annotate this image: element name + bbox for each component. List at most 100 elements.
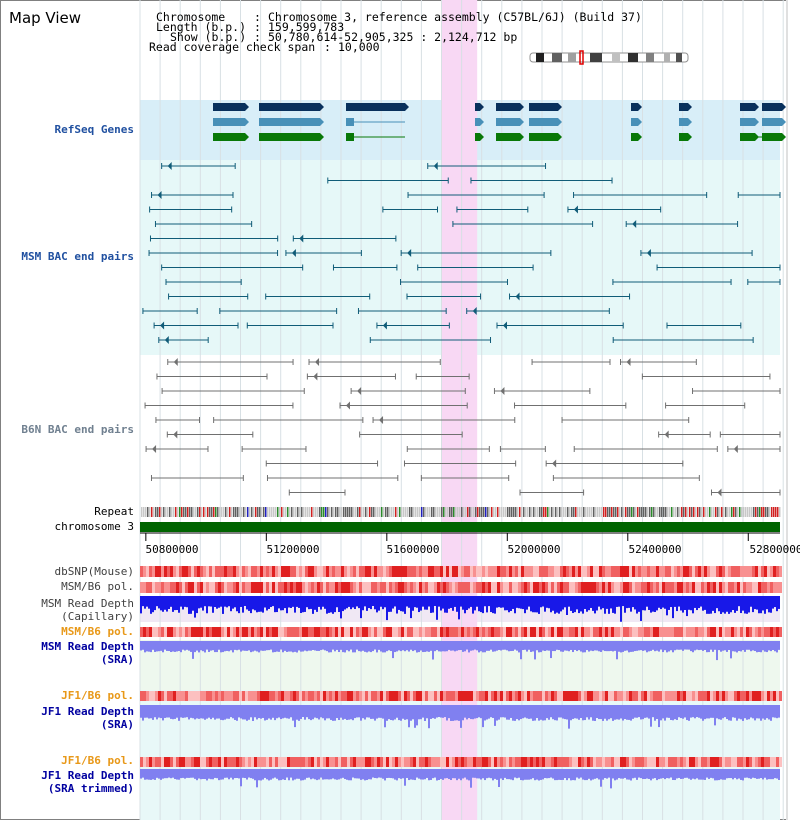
refseq-strand-arrow <box>520 103 524 111</box>
msm-sra-depth-bar <box>744 641 746 652</box>
msm-sra-depth-bar <box>630 641 632 652</box>
repeat-element <box>297 507 299 517</box>
msm-read-depth-capillary-label: MSM Read Depth <box>41 597 134 610</box>
axis-tick-label: 52000000 <box>507 543 561 556</box>
jf1-trimmed-depth-bar <box>330 769 332 780</box>
jf1-b6-pol-trimmed-density <box>377 757 380 767</box>
msm-b6-pol-sra-density <box>497 627 500 637</box>
msm-b6-pol-density <box>188 582 191 593</box>
msm-capillary-depth-bar <box>402 596 404 612</box>
msm-capillary-depth-bar <box>586 596 588 612</box>
jf1-b6-pol-trimmed-density <box>206 757 209 767</box>
dbsnp-density <box>269 566 272 577</box>
jf1-sra-depth-bar <box>394 705 396 720</box>
jf1-trimmed-depth-bar <box>456 769 458 781</box>
msm-b6-pol-density <box>149 582 152 593</box>
jf1-b6-pol-trimmed-density <box>221 757 224 767</box>
dbsnp-density <box>650 566 653 577</box>
jf1-b6-pol-trimmed-density <box>266 757 269 767</box>
jf1-b6-pol-trimmed-density <box>608 757 611 767</box>
jf1-trimmed-depth-bar <box>426 769 428 778</box>
msm-sra-depth-bar <box>432 641 434 660</box>
dbsnp-density <box>164 566 167 577</box>
msm-b6-pol-sra-density <box>593 627 596 637</box>
jf1-b6-pol-trimmed-density <box>356 757 359 767</box>
msm-sra-depth-bar <box>268 641 270 651</box>
jf1-b6-pol-sra-density <box>224 691 227 701</box>
jf1-trimmed-depth-bar <box>450 769 452 781</box>
msm-b6-pol-density <box>740 582 743 593</box>
dbsnp-density <box>713 566 716 577</box>
jf1-b6-pol-sra-density <box>605 691 608 701</box>
msm-capillary-depth-bar <box>334 596 336 613</box>
jf1-sra-depth-bar <box>414 705 416 728</box>
dbsnp-density <box>299 566 302 577</box>
repeat-element <box>317 507 319 517</box>
jf1-b6-pol-sra-density <box>158 691 161 701</box>
dbsnp-density <box>776 566 779 577</box>
msm-sra-depth-bar <box>700 641 702 650</box>
jf1-sra-depth-bar <box>470 705 472 720</box>
jf1-b6-pol-sra-density <box>524 691 527 701</box>
jf1-trimmed-depth-bar <box>490 769 492 779</box>
msm-capillary-depth-bar <box>388 596 390 612</box>
jf1-trimmed-depth-bar <box>274 769 276 778</box>
msm-capillary-depth-bar <box>746 596 748 614</box>
jf1-b6-pol-trimmed-density <box>620 757 623 767</box>
dbsnp-density <box>497 566 500 577</box>
jf1-sra-depth-bar <box>412 705 414 720</box>
dbsnp-density <box>668 566 671 577</box>
ideogram-band <box>590 53 602 62</box>
jf1-trimmed-depth-bar <box>732 769 734 780</box>
jf1-b6-pol-trimmed-label: JF1/B6 pol. <box>61 754 134 767</box>
repeat-element <box>761 507 763 517</box>
jf1-trimmed-depth-bar <box>582 769 584 780</box>
jf1-b6-pol-sra-density <box>764 691 767 701</box>
msm-sra-depth-bar <box>720 641 722 652</box>
jf1-sra-depth-bar <box>340 705 342 718</box>
coverage-colon: : <box>324 40 338 54</box>
msm-capillary-depth-bar <box>222 596 224 614</box>
msm-sra-depth-bar <box>290 641 292 652</box>
jf1-sra-depth-bar <box>730 705 732 721</box>
jf1-sra-depth-bar <box>244 705 246 720</box>
msm-capillary-depth-bar <box>692 596 694 614</box>
repeat-element <box>223 507 225 517</box>
repeat-element <box>187 507 189 517</box>
msm-sra-depth-bar <box>388 641 390 651</box>
jf1-b6-pol-trimmed-density <box>464 757 467 767</box>
jf1-b6-pol-trimmed-density <box>341 757 344 767</box>
msm-capillary-depth-bar <box>558 596 560 614</box>
jf1-trimmed-depth-bar <box>452 769 454 779</box>
dbsnp-density <box>410 566 413 577</box>
msm-bac-pair-arrow <box>382 321 387 330</box>
ideogram-band <box>552 53 562 62</box>
jf1-b6-pol-sra-density <box>338 691 341 701</box>
jf1-trimmed-depth-bar <box>226 769 228 778</box>
jf1-b6-pol-trimmed-density <box>335 757 338 767</box>
msm-sra-depth-bar <box>522 641 524 651</box>
msm-capillary-depth-bar <box>412 596 414 611</box>
repeat-element <box>553 507 555 517</box>
dbsnp-density <box>326 566 329 577</box>
msm-capillary-depth-bar <box>608 596 610 614</box>
msm-b6-pol-density <box>362 582 365 593</box>
jf1-trimmed-depth-bar <box>706 769 708 778</box>
repeat-element <box>515 507 517 517</box>
msm-b6-pol-density <box>251 582 254 593</box>
msm-sra-depth-bar <box>728 641 730 650</box>
dbsnp-density <box>749 566 752 577</box>
msm-b6-pol-density <box>179 582 182 593</box>
dbsnp-density <box>287 566 290 577</box>
repeat-element <box>209 507 211 517</box>
jf1-b6-pol-sra-label: JF1/B6 pol. <box>61 689 134 702</box>
jf1-sra-depth-bar <box>200 705 202 719</box>
repeat-element <box>263 507 265 517</box>
msm-sra-depth-bar <box>244 641 246 651</box>
msm-sra-depth-bar <box>628 641 630 653</box>
msm-b6-pol-sra-density <box>494 627 497 637</box>
msm-sra-depth-bar <box>374 641 376 650</box>
dbsnp-density <box>701 566 704 577</box>
msm-sra-depth-bar <box>608 641 610 652</box>
